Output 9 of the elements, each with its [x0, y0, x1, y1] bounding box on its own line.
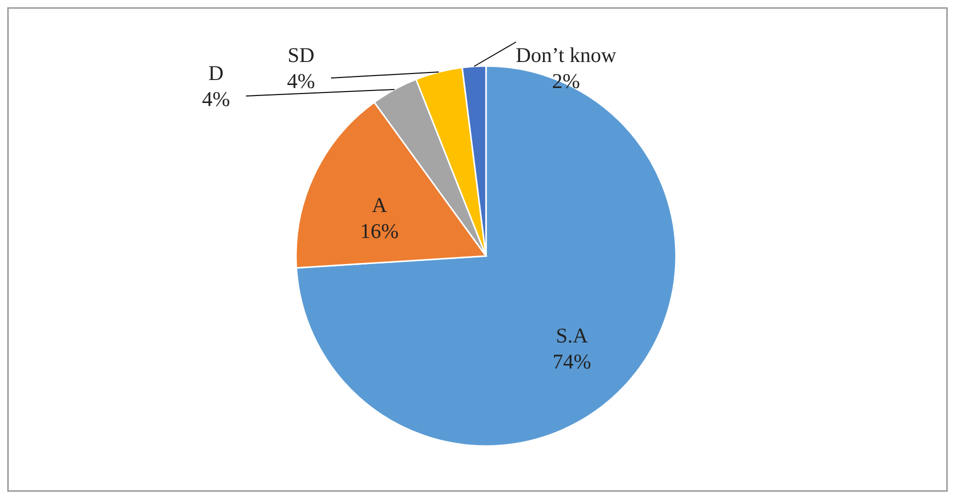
slice-label: D [208, 61, 224, 85]
data-label: 16% [360, 218, 399, 243]
slice-label: SD [288, 43, 314, 67]
data-label: 4% [202, 87, 230, 111]
slice-label: S.A [556, 324, 589, 348]
slice-label: Don’t know [516, 43, 618, 67]
data-label: 4% [287, 69, 315, 93]
slice-label: A [372, 192, 388, 217]
data-label: 74% [552, 350, 592, 374]
